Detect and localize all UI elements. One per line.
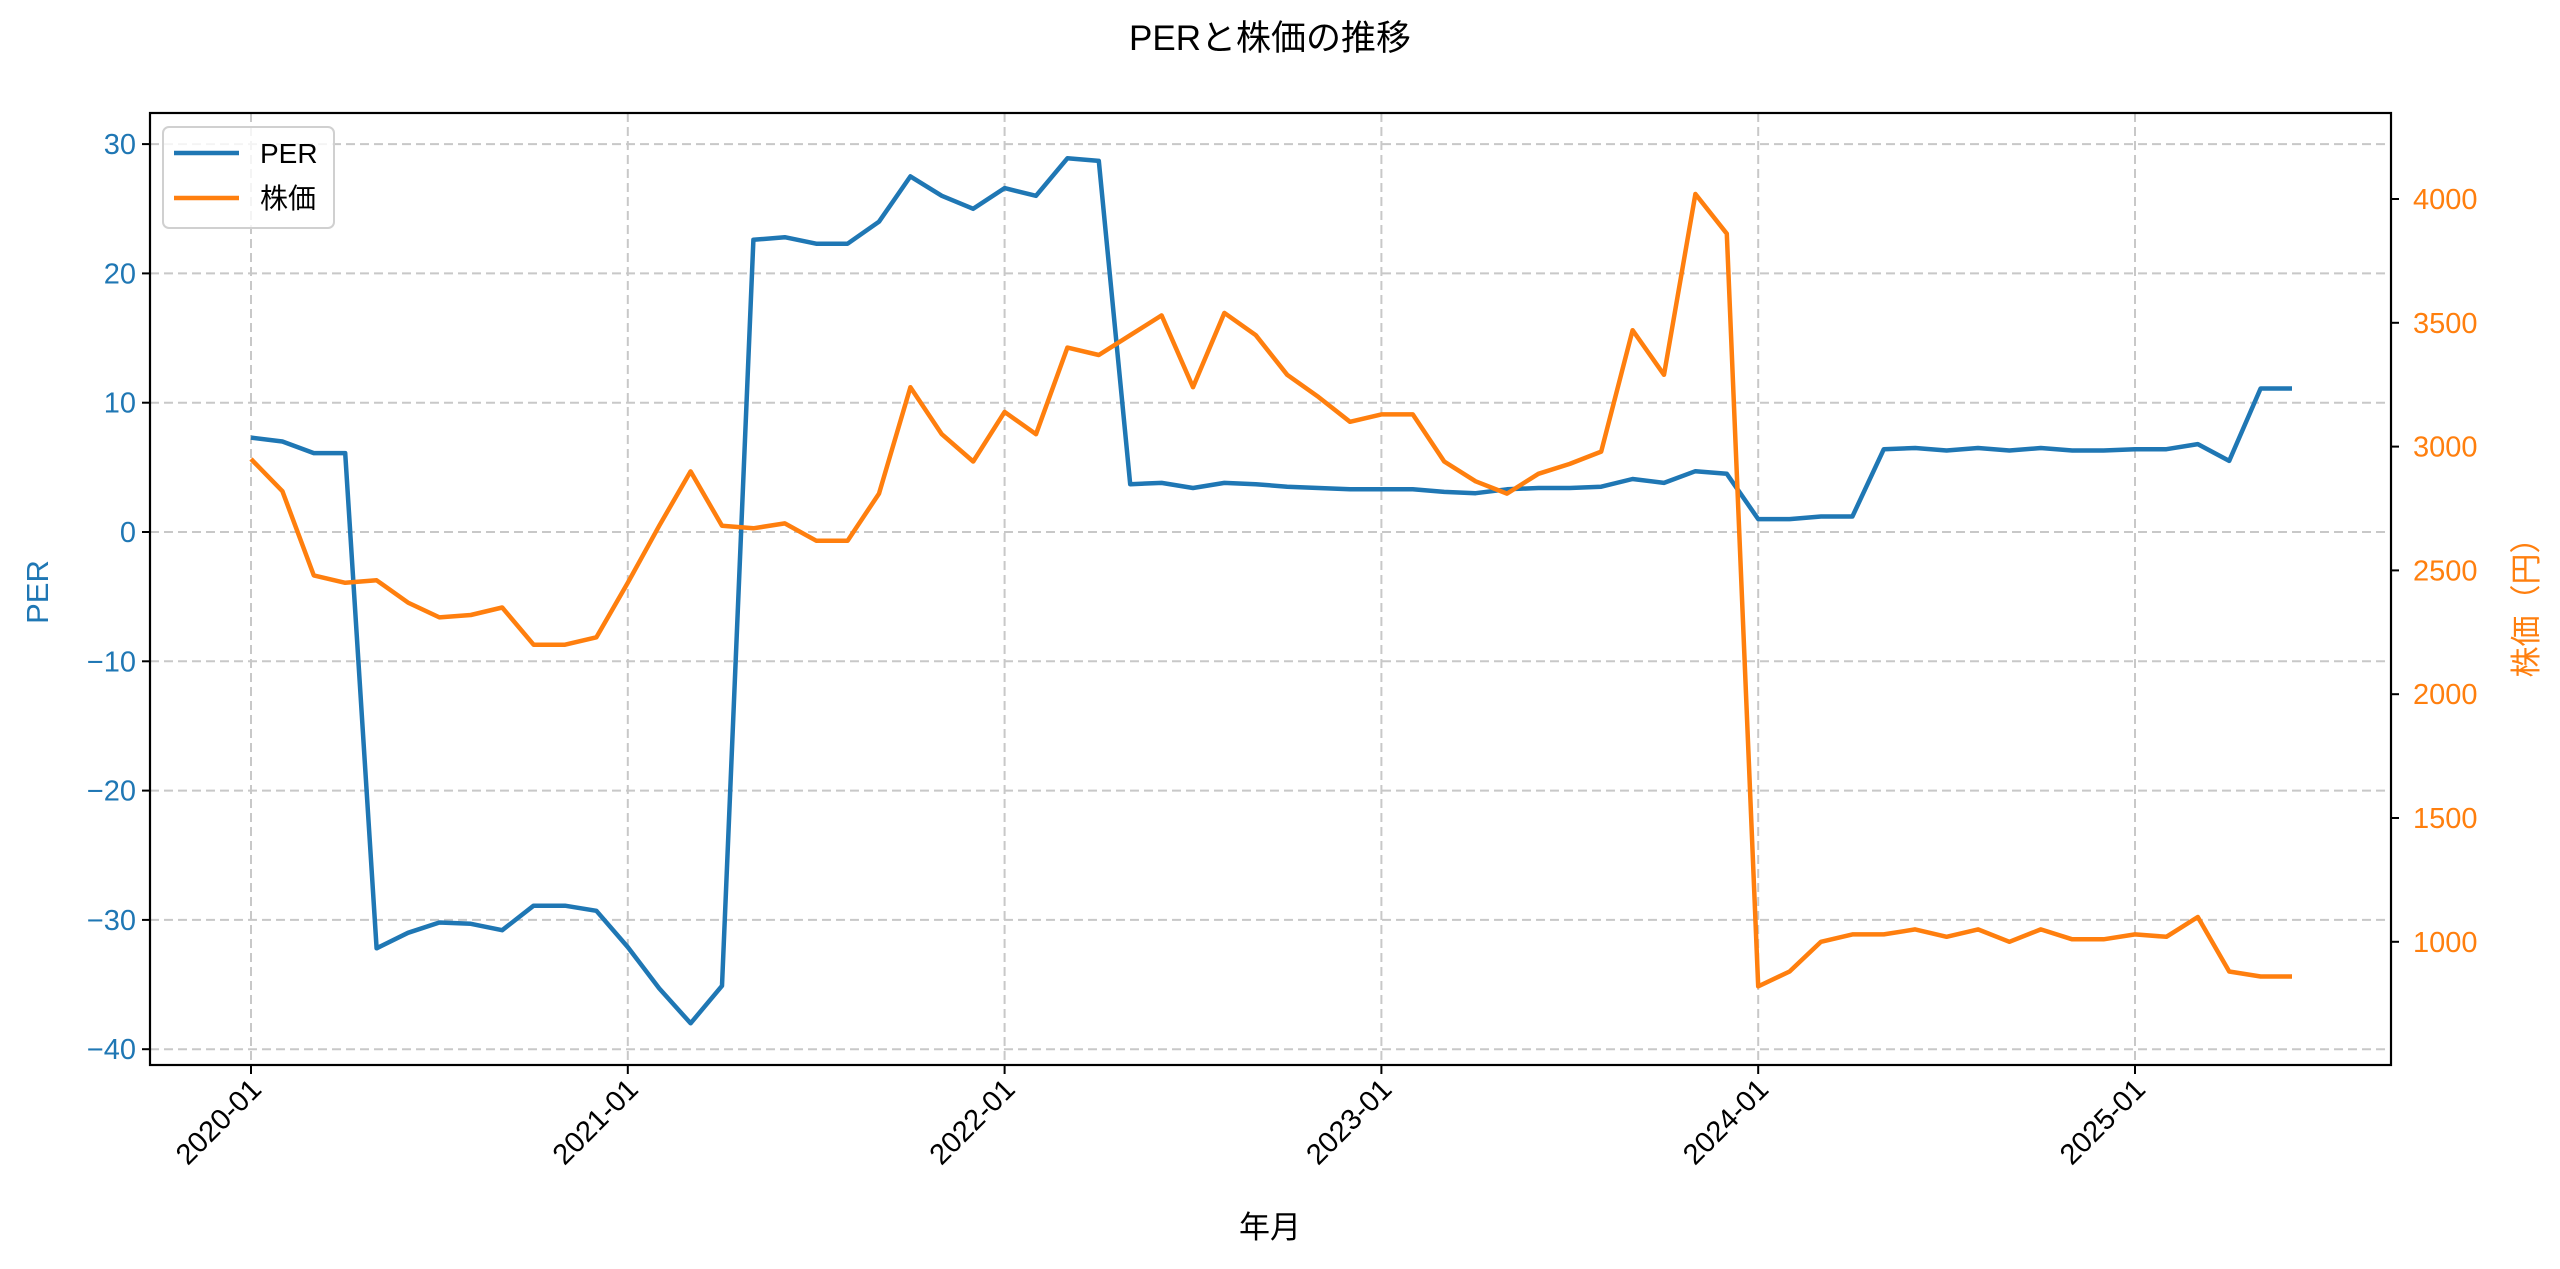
y-axis-right-label: 株価（円） [2509,523,2544,678]
y-right-tick-label: 1000 [2413,927,2478,959]
plot-frame [148,111,2393,1067]
legend-per-label: PER [260,138,318,169]
y-axis-right: 4000 3500 3000 2500 2000 1500 1000 [2391,184,2478,959]
chart-title: PERと株価の推移 [1129,19,1411,58]
y-axis-left-label: PER [20,560,55,624]
y-left-tick-label: 10 [104,388,136,420]
legend: PER 株価 [162,126,335,229]
y-right-tick-label: 2000 [2413,679,2478,711]
price-line [249,191,2292,989]
y-left-tick-label: 0 [120,517,136,549]
x-axis-label: 年月 [1239,1210,1301,1245]
legend-price-label: 株価 [260,183,316,214]
y-axis-left: 30 20 10 0 −10 −20 −30 −40 [87,129,150,1066]
y-right-tick-label: 2500 [2413,555,2478,587]
y-right-tick-label: 3000 [2413,432,2478,464]
y-right-tick-label: 1500 [2413,803,2478,835]
y-left-tick-label: −10 [87,646,136,678]
per-line [250,156,2292,1026]
y-left-tick-label: −20 [87,776,136,808]
y-right-tick-label: 3500 [2413,308,2478,340]
y-left-tick-label: −40 [87,1034,136,1066]
y-left-tick-label: −30 [87,905,136,937]
y-right-tick-label: 4000 [2413,184,2478,216]
plot-series [249,156,2292,1026]
y-left-tick-label: 20 [104,258,136,290]
grid-lines [150,113,2391,1065]
y-left-tick-label: 30 [104,129,136,161]
